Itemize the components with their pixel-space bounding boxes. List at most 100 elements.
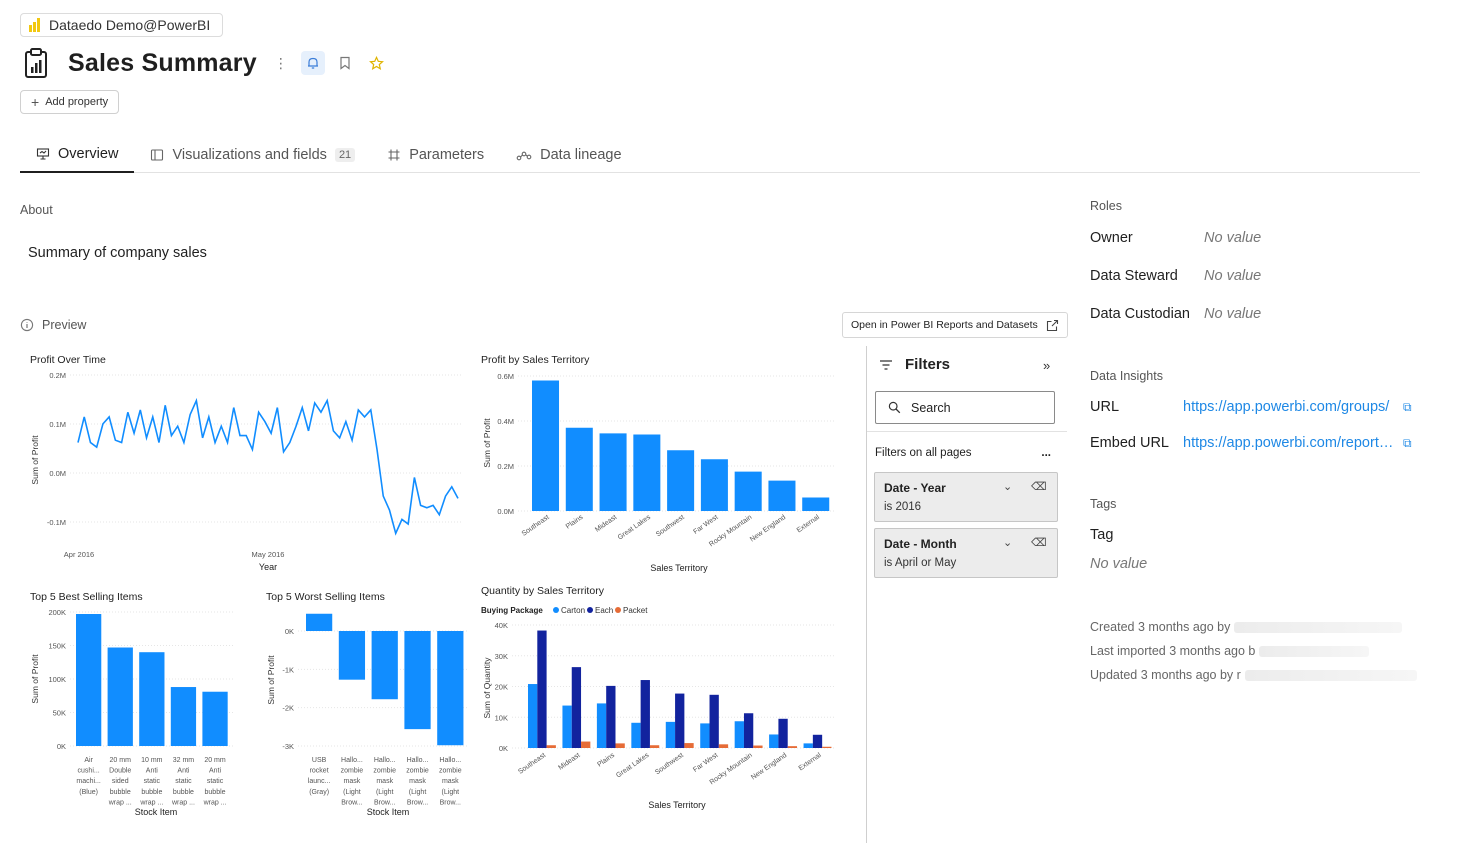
worst-items-x-tick: Brow... [374,799,395,806]
best-items-bar [107,647,133,746]
open-in-powerbi-label: Open in Power BI Reports and Datasets [851,319,1038,331]
filters-header: Filters [879,356,950,373]
territory-profit-bar [700,459,728,511]
bell-icon[interactable] [300,51,325,75]
best-items-x-tick: wrap ... [203,799,227,806]
worst-items-x-tick: (Light [343,789,361,796]
worst-items-x-tick: rocket [310,768,329,775]
profit-time-y-tick: 0.0M [49,469,66,478]
worst-items-bar [306,613,333,631]
add-property-button[interactable]: + Add property [20,90,120,114]
worst-items-y-tick: -3K [282,742,294,751]
tab-overview[interactable]: Overview [20,136,135,173]
tag-value[interactable]: No value [1090,556,1148,572]
best-items-x-tick: wrap ... [171,799,195,806]
filters-search-input[interactable]: Search [875,391,1055,424]
more-options-icon[interactable]: ⋮ [273,54,288,71]
collapse-filters-icon[interactable]: » [1043,358,1051,373]
worst-items-x-tick: mask [344,778,361,785]
insight-url-link[interactable]: https://app.powerbi.com/groups/ [1183,399,1390,415]
best-items-x-axis-label: Stock Item [135,807,178,817]
filter-card-month[interactable]: Date - Month is April or May ⌄ ⌫ [874,528,1058,578]
eraser-icon[interactable]: ⌫ [1031,481,1047,493]
star-icon[interactable] [365,51,389,75]
chevron-down-icon[interactable]: ⌄ [1003,537,1013,549]
redacted-name [1234,621,1403,633]
preview-label-text: Preview [42,318,87,332]
role-steward-value[interactable]: No value [1204,268,1262,284]
territory-profit-bar [734,471,762,511]
tab-visualizations[interactable]: Visualizations and fields 21 [134,136,371,173]
worst-items-bar [437,631,464,746]
worst-items-y-tick: 0K [285,627,294,636]
best-items-y-axis-label: Sum of Profit [30,654,40,704]
copy-icon[interactable]: ⧉ [1403,435,1412,450]
filters-more-icon[interactable]: ... [1041,447,1051,459]
best-items-bar [170,687,197,746]
quantity-bar-carton [596,703,607,748]
best-items-x-tick: Anti [177,768,190,775]
filter-year-value: is 2016 [884,501,922,513]
quantity-bar-each [537,630,547,748]
filter-card-year[interactable]: Date - Year is 2016 ⌄ ⌫ [874,472,1058,522]
best-items-x-tick: sided [112,778,129,785]
territory-profit-x-tick: New England [749,514,787,544]
plus-icon: + [31,94,40,110]
data-insights-label: Data Insights [1090,369,1163,383]
insight-embed-url: Embed URL https://app.powerbi.com/report… [1090,435,1412,451]
quantity-y-axis-label: Sum of Quantity [482,657,492,719]
about-label: About [20,203,53,217]
worst-items-x-axis-label: Stock Item [367,807,410,817]
eraser-icon[interactable]: ⌫ [1031,537,1047,549]
profit-time-x-axis-label: Year [259,562,277,572]
profit-time-y-axis-label: Sum of Profit [30,435,40,485]
worst-items-x-tick: launc... [308,778,331,785]
quantity-bar-packet [718,744,729,748]
best-items-bar [76,614,102,746]
quantity-bar-packet [684,743,694,748]
worst-items-y-tick: -1K [282,665,294,674]
worst-items-x-tick: Brow... [440,799,461,806]
quantity-legend-swatch [587,607,593,613]
quantity-legend-title: Buying Package [481,606,543,615]
role-custodian-name: Data Custodian [1090,306,1190,322]
role-owner-value[interactable]: No value [1204,230,1262,246]
workspace-chip[interactable]: Dataedo Demo@PowerBI [20,13,224,37]
worst-items-x-tick: (Light [376,789,394,796]
best-items-x-tick: 10 mm [141,757,163,764]
quantity-bar-carton [665,721,676,748]
insight-embed-link[interactable]: https://app.powerbi.com/reportEmbed [1183,435,1397,451]
page-title: Sales Summary [68,48,257,77]
info-icon [20,318,34,332]
filter-month-name: Date - Month [884,537,957,551]
territory-profit-x-tick: Southwest [655,514,686,539]
open-in-powerbi-button[interactable]: Open in Power BI Reports and Datasets [842,312,1068,338]
tab-parameters-label: Parameters [409,146,485,163]
worst-items-x-tick: Brow... [341,799,362,806]
external-link-icon [1046,319,1058,331]
role-owner-name: Owner [1090,230,1133,246]
best-items-x-tick: static [207,778,224,785]
updated-meta: Updated 3 months ago by r [1090,668,1417,682]
role-custodian-value[interactable]: No value [1204,306,1262,322]
chevron-down-icon[interactable]: ⌄ [1003,481,1013,493]
copy-icon[interactable]: ⧉ [1403,399,1412,414]
tab-data-lineage[interactable]: Data lineage [500,136,637,173]
redacted-name [1259,645,1370,657]
best-items-x-tick: wrap ... [139,799,163,806]
report-canvas: 0.2M 0.1M 0.0M -0.1M Apr 2016 May 2016 Year Sum… [30,371,836,817]
search-icon [888,401,901,414]
imported-meta: Last imported 3 months ago b [1090,644,1370,658]
best-items-x-tick: bubble [173,789,194,796]
worst-items-x-tick: USB [312,757,327,764]
quantity-x-tick: Plains [596,752,616,769]
filters-all-pages: Filters on all pages ... [875,447,1055,459]
tab-parameters[interactable]: Parameters [371,136,500,173]
quantity-bar-each [778,718,788,748]
hash-icon [388,149,400,160]
quantity-x-tick: Great Lakes [615,752,651,780]
best-items-x-tick: Anti [146,768,159,775]
worst-items-bar [404,631,431,730]
worst-items-x-tick: (Light [442,789,460,796]
bookmark-icon[interactable] [333,51,357,75]
